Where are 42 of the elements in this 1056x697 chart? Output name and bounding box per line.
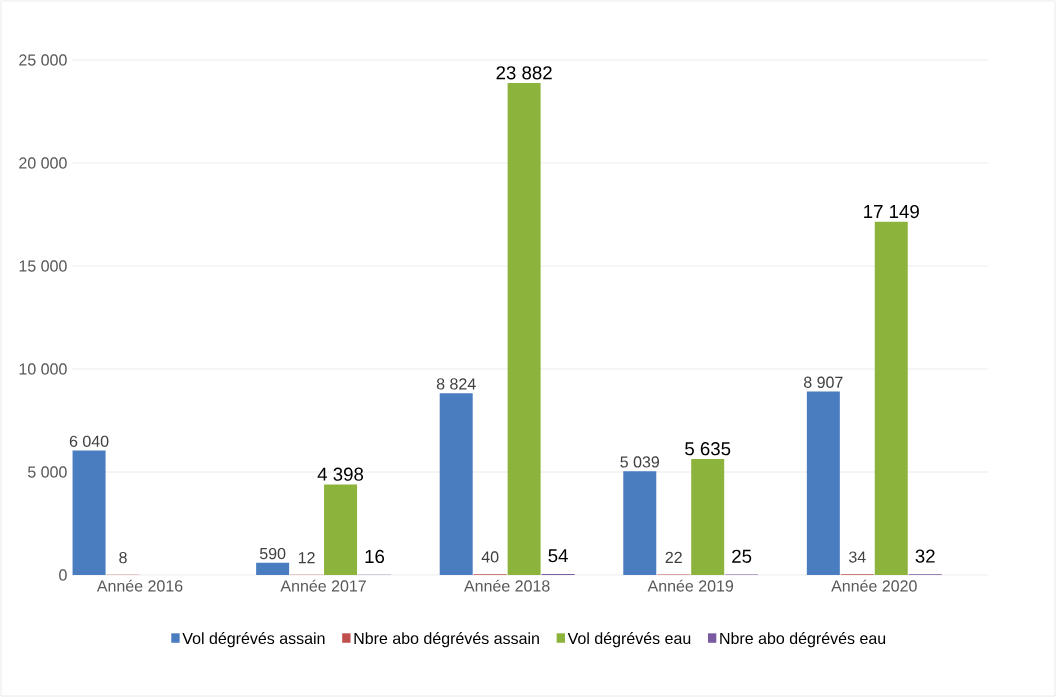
x-tick-label: Année 2018 [464,579,550,592]
data-label: 22 [665,551,682,563]
data-label: 17 149 [864,204,919,219]
bar [439,393,473,575]
bar [507,83,541,575]
bar [72,450,106,575]
bar [256,562,290,575]
data-label: 5 039 [620,456,659,468]
y-tick-label: 0 [59,569,67,581]
legend-label: Vol dégrévés assain [182,632,325,648]
x-tick-label: Année 2020 [831,579,917,592]
data-label: 4 398 [317,467,364,481]
x-tick-label: Année 2017 [280,579,366,592]
legend-label: Nbre abo dégrévés assain [354,632,539,648]
bar [691,458,725,575]
bar [806,391,840,575]
data-label: 8 [119,551,127,564]
data-label: 23 882 [496,66,552,80]
bar [324,484,358,575]
legend-label: Vol dégrévés eau [567,632,691,648]
y-tick-label: 5 000 [27,466,67,478]
data-label: 32 [915,549,935,563]
data-label: 6 040 [69,435,109,447]
data-label: 8 824 [436,378,476,390]
y-tick-label: 20 000 [19,157,67,169]
data-label: 40 [481,551,499,563]
bar [623,471,657,575]
data-label: 8 907 [804,376,843,388]
x-tick-label: Année 2016 [96,579,183,592]
data-label: 590 [259,547,286,560]
data-label: 5 635 [685,442,731,456]
y-tick-label: 25 000 [19,54,67,66]
y-tick-label: 10 000 [19,363,67,375]
x-tick-label: Année 2019 [647,579,734,592]
y-tick-label: 15 000 [19,260,67,272]
data-label: 16 [365,549,385,564]
data-label: 25 [732,549,752,563]
legend-label: Nbre abo dégrévés eau [720,632,886,648]
data-label: 34 [849,551,866,563]
bar [874,221,908,575]
data-label: 54 [548,549,568,563]
data-label: 12 [298,551,315,564]
